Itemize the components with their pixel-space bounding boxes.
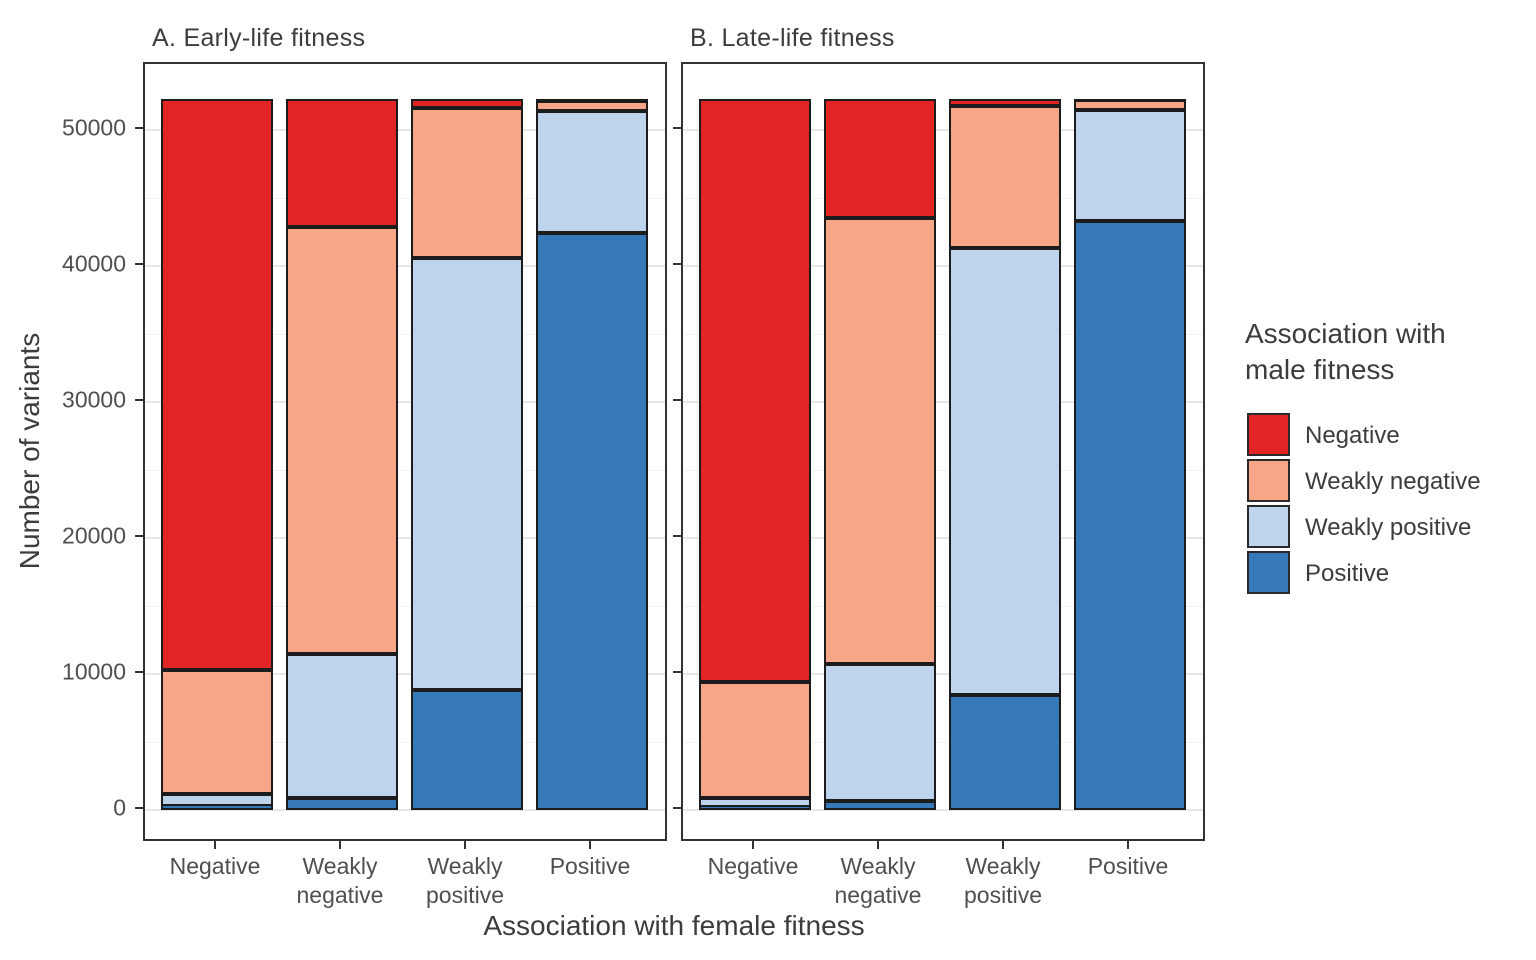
gridline-major [145, 537, 665, 539]
x-tick-label: Positive [549, 853, 631, 879]
legend-items: Negative Weakly negative Weakly positive Po… [1245, 413, 1535, 597]
gridline-major [145, 809, 665, 811]
gridline-minor [145, 334, 665, 335]
legend-item-positive: Positive [1245, 551, 1535, 597]
y-axis-title: Number of variants [14, 332, 45, 570]
bar-segment-weakly-negative [699, 682, 811, 799]
gridline-major [683, 129, 1203, 131]
y-tick-mark [673, 807, 681, 809]
y-tick-label: 0 [113, 794, 126, 821]
gridline-minor [145, 742, 665, 743]
panel-early-life-plot-area [143, 62, 667, 841]
legend-title: Association with male fitness [1245, 316, 1535, 387]
legend-key-swatch [1247, 459, 1290, 503]
panel-a-title: A. Early-life fitness [152, 24, 366, 52]
gridline-minor [683, 470, 1203, 471]
gridline-minor [683, 606, 1203, 607]
x-tick-mark [339, 841, 341, 849]
x-tick-label: Negative [169, 853, 261, 879]
bar-outline [1074, 98, 1186, 810]
x-tick-label: Weakly positive [426, 853, 504, 908]
panel-b-title: B. Late-life fitness [690, 24, 895, 52]
y-tick-label: 40000 [62, 250, 126, 277]
gridline-major [145, 265, 665, 267]
bar-outline [286, 98, 398, 810]
x-tick-label: Weakly positive [964, 853, 1042, 908]
y-tick-mark [673, 127, 681, 129]
bar-segment-negative [824, 98, 936, 219]
x-tick-mark [1127, 841, 1129, 849]
y-tick-mark [673, 671, 681, 673]
x-tick-label: Positive [1087, 853, 1169, 879]
bar-outline [949, 98, 1061, 810]
x-tick-label: Weakly negative [834, 853, 922, 908]
bar-segment-weakly-negative [824, 218, 936, 664]
gridline-major [145, 129, 665, 131]
y-tick-mark [135, 127, 143, 129]
x-tick-mark [1002, 841, 1004, 849]
y-tick-mark [135, 671, 143, 673]
gridline-major [683, 265, 1203, 267]
x-tick-mark [589, 841, 591, 849]
legend-item-weakly-negative: Weakly negative [1245, 459, 1535, 505]
gridline-major [683, 809, 1203, 811]
gridline-minor [683, 742, 1203, 743]
y-tick-mark [673, 535, 681, 537]
x-tick-mark [877, 841, 879, 849]
legend-key-swatch [1247, 505, 1290, 549]
x-axis-title: Association with female fitness [483, 910, 865, 941]
gridline-major [145, 673, 665, 675]
panel-late-life-plot-area [681, 62, 1205, 841]
bar-outline [824, 98, 936, 810]
y-tick-mark [673, 399, 681, 401]
x-tick-label: Weakly negative [296, 853, 384, 908]
x-tick-mark [214, 841, 216, 849]
bar-segment-weakly-positive [411, 257, 523, 691]
gridline-major [145, 401, 665, 403]
gridline-minor [145, 470, 665, 471]
legend-item-negative: Negative [1245, 413, 1535, 459]
y-tick-mark [135, 807, 143, 809]
y-tick-mark [135, 535, 143, 537]
legend-key-swatch [1247, 551, 1290, 595]
legend-item-weakly-positive: Weakly positive [1245, 505, 1535, 551]
y-tick-mark [135, 399, 143, 401]
legend-label: Positive [1305, 560, 1390, 588]
gridline-major [683, 401, 1203, 403]
legend-label: Weakly positive [1305, 514, 1472, 542]
bar-segment-positive [411, 690, 523, 810]
legend-label: Weakly negative [1305, 468, 1481, 496]
legend-title-line-1: Association with [1245, 318, 1446, 349]
bar-outline [536, 98, 648, 810]
y-tick-mark [135, 263, 143, 265]
x-tick-mark [464, 841, 466, 849]
bar-segment-negative [161, 98, 273, 670]
bar-outline [699, 98, 811, 810]
legend-title-line-2: male fitness [1245, 353, 1395, 385]
gridline-major [683, 537, 1203, 539]
x-tick-label: Negative [707, 853, 799, 879]
gridline-minor [145, 198, 665, 199]
gridline-minor [145, 606, 665, 607]
bar-outline [161, 98, 273, 810]
gridline-minor [683, 198, 1203, 199]
x-tick-mark [752, 841, 754, 849]
gridline-major [683, 673, 1203, 675]
legend: Association with male fitness Negative We… [1245, 316, 1535, 597]
y-tick-mark [673, 263, 681, 265]
legend-key-swatch [1247, 413, 1290, 457]
bar-segment-weakly-positive [536, 110, 648, 234]
y-tick-label: 30000 [62, 386, 126, 413]
bar-segment-positive [161, 805, 273, 810]
bar-outline [411, 98, 523, 810]
y-tick-label: 20000 [62, 522, 126, 549]
gridline-minor [683, 334, 1203, 335]
legend-label: Negative [1305, 422, 1400, 450]
y-tick-label: 50000 [62, 114, 126, 141]
y-tick-label: 10000 [62, 658, 126, 685]
